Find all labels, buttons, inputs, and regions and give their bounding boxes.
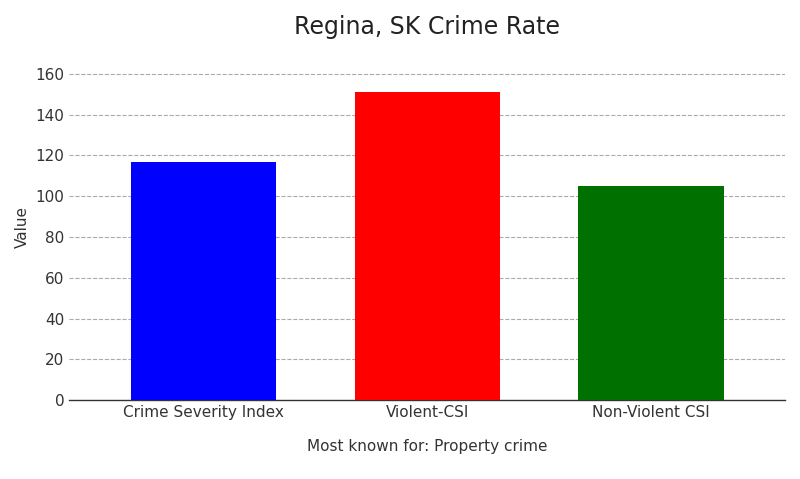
Y-axis label: Value: Value	[15, 206, 30, 248]
Title: Regina, SK Crime Rate: Regina, SK Crime Rate	[294, 15, 560, 39]
Bar	[131, 161, 276, 400]
X-axis label: Most known for: Property crime: Most known for: Property crime	[307, 439, 547, 455]
Bar	[354, 92, 500, 400]
Bar	[578, 186, 723, 400]
